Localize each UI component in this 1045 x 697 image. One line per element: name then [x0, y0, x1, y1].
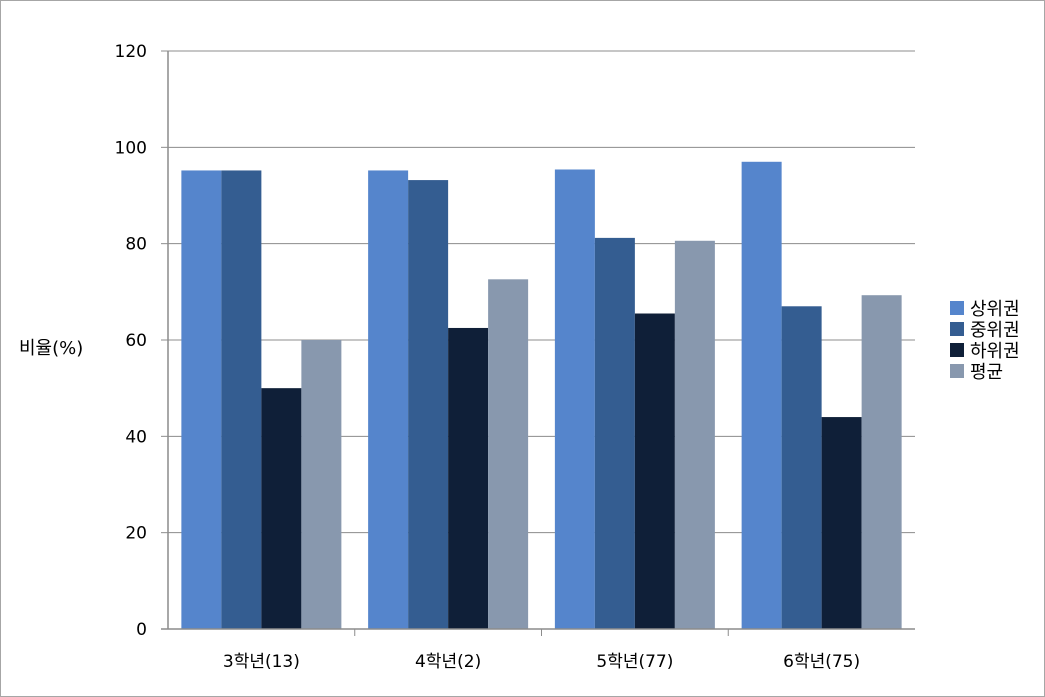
legend-swatch	[950, 364, 964, 378]
bar	[488, 279, 529, 629]
y-tick-labels: 0 20 40 60 80 100 120	[115, 42, 147, 640]
legend-swatch	[950, 322, 964, 336]
bar	[408, 180, 449, 629]
x-tick-label: 5학년(77)	[596, 652, 673, 672]
bar	[781, 306, 822, 629]
legend-swatch	[950, 301, 964, 315]
legend-swatch	[950, 343, 964, 357]
legend-label: 상위권	[970, 299, 1020, 320]
legend-label: 중위권	[970, 320, 1020, 341]
y-tick-label: 0	[136, 620, 147, 640]
bars	[181, 161, 902, 630]
y-tick-label: 60	[125, 331, 147, 351]
y-tick-label: 20	[125, 524, 147, 544]
bar	[368, 170, 409, 629]
bar	[221, 170, 262, 629]
y-tick-label: 80	[125, 235, 147, 255]
bar	[261, 388, 302, 629]
x-tick-labels: 3학년(13) 4학년(2) 5학년(77) 6학년(75)	[223, 652, 860, 672]
bar	[674, 240, 715, 629]
x-tick-label: 4학년(2)	[415, 652, 481, 672]
bar	[448, 327, 489, 629]
y-tick-label: 100	[115, 138, 147, 158]
legend-label: 하위권	[970, 341, 1020, 362]
bar	[181, 170, 222, 629]
x-tick-label: 3학년(13)	[223, 652, 300, 672]
bar	[554, 169, 595, 630]
axes	[161, 51, 915, 636]
y-tick-label: 120	[115, 42, 147, 62]
bar	[821, 417, 862, 629]
bar	[301, 340, 342, 629]
y-tick-label: 40	[125, 427, 147, 447]
x-tick-label: 6학년(75)	[783, 652, 860, 672]
bar	[861, 295, 902, 629]
bar	[634, 313, 675, 629]
bar	[741, 161, 782, 630]
legend-label: 평균	[970, 362, 1003, 383]
bar	[594, 237, 635, 630]
y-axis-label: 비율(%)	[19, 338, 83, 359]
